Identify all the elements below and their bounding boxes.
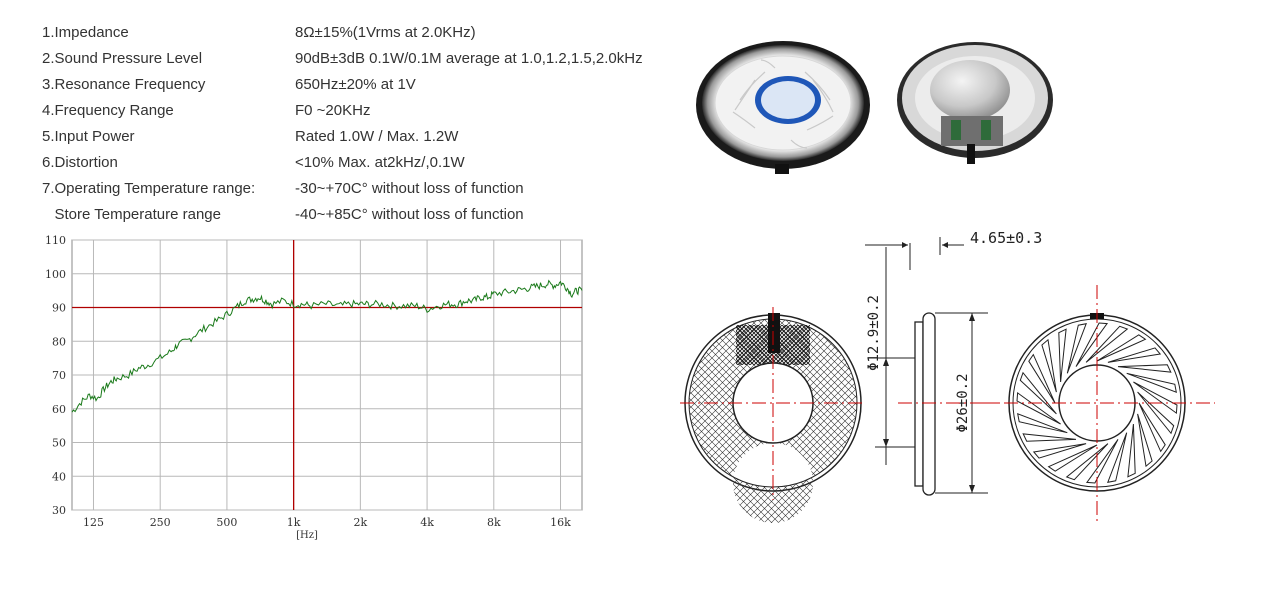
spec-value: 650Hz±20% at 1V xyxy=(295,76,416,93)
surround-fin xyxy=(1058,328,1067,383)
spec-row-distortion: 6.Distortion <10% Max. at2kHz/,0.1W xyxy=(42,152,682,178)
surround-fin xyxy=(1017,413,1068,434)
x-tick-label: 1k xyxy=(287,516,301,529)
surround-fin xyxy=(1019,371,1057,415)
y-tick-label: 100 xyxy=(45,268,66,281)
spec-row-frequency-range: 4.Frequency Range F0 ~20KHz xyxy=(42,100,682,126)
x-tick-label: 8k xyxy=(487,516,501,529)
surround-fin xyxy=(1107,347,1162,363)
spec-row-spl: 2.Sound Pressure Level 90dB±3dB 0.1W/0.1… xyxy=(42,48,682,74)
surround-fin xyxy=(1107,432,1128,483)
x-tick-label: 16k xyxy=(550,516,571,529)
speaker-back-photo xyxy=(897,42,1053,164)
x-tick-label: 2k xyxy=(354,516,368,529)
spec-value: Rated 1.0W / Max. 1.2W xyxy=(295,128,459,145)
y-tick-label: 110 xyxy=(45,234,66,247)
spec-label: 1.Impedance xyxy=(42,24,129,41)
speaker-front-photo xyxy=(696,41,870,174)
spec-row-operating-temp: 7.Operating Temperature range: -30~+70C°… xyxy=(42,178,682,204)
spec-list: 1.Impedance 8Ω±15%(1Vrms at 2.0KHz) 2.So… xyxy=(42,22,682,230)
spec-label: 6.Distortion xyxy=(42,154,118,171)
spec-row-input-power: 5.Input Power Rated 1.0W / Max. 1.2W xyxy=(42,126,682,152)
x-axis-label: [Hz] xyxy=(296,530,318,541)
dimension-drawing: 4.65±0.3 Φ12.9±0.2 Φ26±0.2 xyxy=(680,229,1215,523)
spec-value: -30~+70C° without loss of function xyxy=(295,180,524,197)
spec-value: 90dB±3dB 0.1W/0.1M average at 1.0,1.2,1.… xyxy=(295,50,643,67)
speaker-photo xyxy=(696,41,1053,174)
surround-fin xyxy=(1133,381,1178,415)
side-view: 4.65±0.3 Φ12.9±0.2 Φ26±0.2 xyxy=(865,229,1042,496)
spec-label: 7.Operating Temperature range: xyxy=(42,180,256,197)
front-view xyxy=(680,307,866,523)
y-tick-label: 90 xyxy=(52,302,66,315)
spec-row-resonance: 3.Resonance Frequency 650Hz±20% at 1V xyxy=(42,74,682,100)
surround-fin xyxy=(1138,402,1166,453)
surround-fin xyxy=(1096,334,1147,362)
surround-fin xyxy=(1127,423,1136,478)
y-tick-label: 60 xyxy=(52,403,66,416)
surround-fin xyxy=(1085,439,1119,484)
spec-label: 2.Sound Pressure Level xyxy=(42,50,203,67)
surround-fin xyxy=(1028,353,1056,404)
response-curve xyxy=(71,279,583,413)
surround-fin xyxy=(1075,322,1109,367)
surround-fin xyxy=(1022,433,1077,442)
spec-label: 4.Frequency Range xyxy=(42,102,174,119)
surround-fin xyxy=(1117,364,1172,373)
surround-fin xyxy=(1137,413,1153,468)
surround-fin xyxy=(1126,372,1177,393)
x-tick-label: 250 xyxy=(150,516,171,529)
spec-value: F0 ~20KHz xyxy=(295,102,371,119)
spec-label: Store Temperature range xyxy=(42,206,222,223)
y-tick-label: 80 xyxy=(52,335,66,348)
surround-fin xyxy=(1047,444,1098,472)
surround-fin xyxy=(1032,443,1087,459)
inner-diameter-dimension: Φ12.9±0.2 xyxy=(866,295,882,371)
surround-fin xyxy=(1065,443,1109,481)
y-tick-label: 50 xyxy=(52,437,66,450)
spec-row-store-temp: Store Temperature range -40~+85C° withou… xyxy=(42,204,682,230)
spec-label: 3.Resonance Frequency xyxy=(42,76,206,93)
frequency-response-chart: 30 40 50 60 70 80 90 100 110 125 250 500 1k 2k 4k 8k 16k… xyxy=(45,234,583,541)
spec-row-impedance: 1.Impedance 8Ω±15%(1Vrms at 2.0KHz) xyxy=(42,22,682,48)
y-tick-label: 40 xyxy=(52,470,66,483)
rear-view xyxy=(980,285,1215,523)
y-tick-label: 30 xyxy=(52,504,66,517)
surround-fin xyxy=(1137,391,1175,435)
spec-label: 5.Input Power xyxy=(42,128,135,145)
x-tick-label: 125 xyxy=(83,516,104,529)
x-tick-label: 500 xyxy=(216,516,237,529)
surround-fin xyxy=(1066,323,1087,374)
x-tick-label: 4k xyxy=(420,516,434,529)
surround-fin xyxy=(1016,391,1061,425)
spec-value: -40~+85C° without loss of function xyxy=(295,206,524,223)
spec-value: 8Ω±15%(1Vrms at 2.0KHz) xyxy=(295,24,476,41)
outer-diameter-dimension: Φ26±0.2 xyxy=(955,373,971,432)
surround-fin xyxy=(1041,338,1057,393)
surround-fin xyxy=(1085,325,1129,363)
depth-dimension: 4.65±0.3 xyxy=(970,229,1042,247)
y-tick-label: 70 xyxy=(52,369,66,382)
spec-value: <10% Max. at2kHz/,0.1W xyxy=(295,154,465,171)
